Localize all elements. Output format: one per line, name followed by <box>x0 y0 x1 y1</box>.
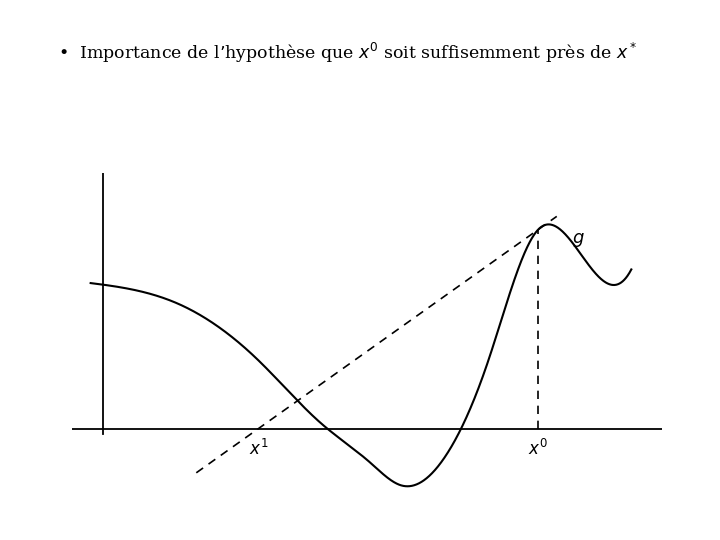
Text: $g$: $g$ <box>572 231 585 249</box>
Text: $x^0$: $x^0$ <box>528 439 548 459</box>
Text: •  Importance de l’hypothèse que $x^0$ soit suffisemment près de $x^*$: • Importance de l’hypothèse que $x^0$ so… <box>58 40 637 65</box>
Text: $x^1$: $x^1$ <box>248 439 268 459</box>
